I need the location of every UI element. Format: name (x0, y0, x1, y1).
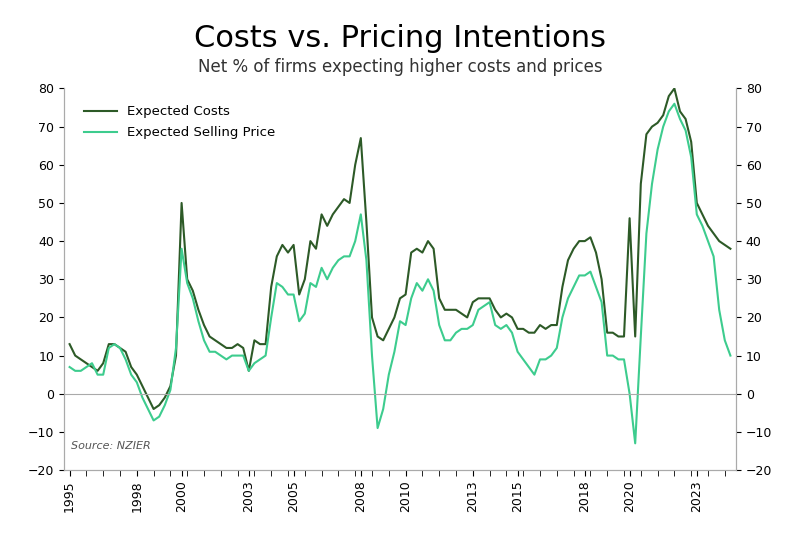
Expected Selling Price (272, 280, 282, 286)
Expected Costs (636, 180, 646, 187)
Expected Costs (278, 242, 287, 248)
Expected Costs (205, 333, 214, 340)
Expected Selling Price (65, 364, 74, 371)
Expected Selling Price (451, 330, 461, 336)
Expected Selling Price (546, 352, 556, 359)
Expected Selling Price (199, 337, 209, 343)
Expected Costs (552, 322, 562, 328)
Line: Expected Selling Price: Expected Selling Price (70, 104, 730, 444)
Line: Expected Costs: Expected Costs (70, 88, 730, 409)
Expected Selling Price (726, 352, 735, 359)
Legend: Expected Costs, Expected Selling Price: Expected Costs, Expected Selling Price (78, 99, 282, 146)
Expected Selling Price (597, 299, 606, 305)
Expected Costs (670, 85, 679, 92)
Expected Costs (149, 406, 158, 413)
Expected Costs (602, 330, 612, 336)
Title: Costs vs. Pricing Intentions: Costs vs. Pricing Intentions (194, 24, 606, 53)
Text: Source: NZIER: Source: NZIER (70, 441, 150, 451)
Expected Costs (65, 341, 74, 347)
Expected Selling Price (670, 101, 679, 107)
Expected Selling Price (630, 440, 640, 447)
Expected Selling Price (636, 333, 646, 340)
Text: Net % of firms expecting higher costs and prices: Net % of firms expecting higher costs an… (198, 58, 602, 76)
Expected Costs (457, 310, 466, 317)
Expected Costs (726, 246, 735, 252)
